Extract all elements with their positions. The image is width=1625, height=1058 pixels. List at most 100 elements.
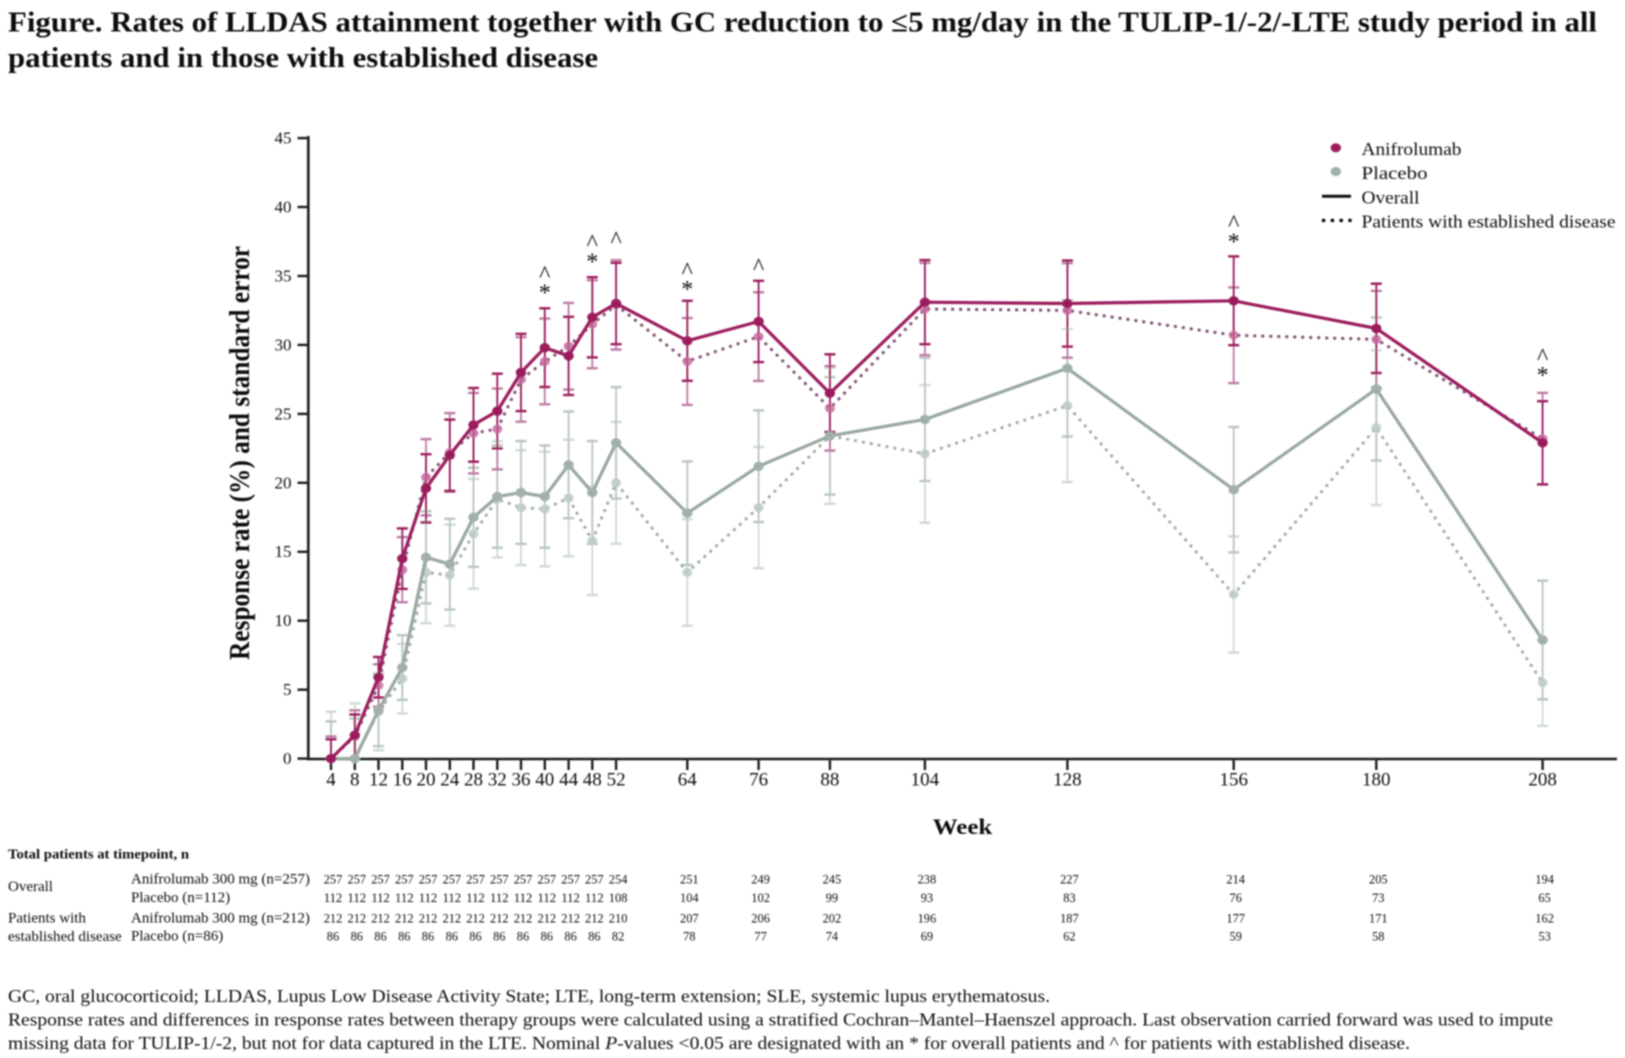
svg-text:104: 104: [680, 890, 699, 905]
svg-text:257: 257: [514, 872, 533, 887]
svg-text:30: 30: [275, 335, 292, 354]
svg-text:0: 0: [283, 749, 292, 768]
svg-text:Overall: Overall: [1362, 188, 1420, 208]
svg-text:99: 99: [826, 890, 838, 905]
svg-text:*: *: [1537, 363, 1549, 389]
svg-text:Anifrolumab: Anifrolumab: [1362, 139, 1462, 159]
svg-text:194: 194: [1535, 872, 1554, 887]
svg-text:4: 4: [326, 770, 336, 791]
svg-text:177: 177: [1226, 910, 1245, 925]
svg-text:212: 212: [561, 910, 580, 925]
svg-text:257: 257: [490, 872, 509, 887]
svg-text:59: 59: [1230, 929, 1242, 944]
svg-text:28: 28: [464, 770, 483, 791]
svg-text:65: 65: [1538, 890, 1550, 905]
svg-text:Response rates and differences: Response rates and differences in respon…: [8, 1009, 1553, 1029]
svg-text:86: 86: [327, 929, 340, 944]
svg-text:102: 102: [751, 890, 770, 905]
svg-text:93: 93: [921, 890, 933, 905]
svg-text:112: 112: [561, 890, 580, 905]
svg-text:Anifrolumab 300 mg (n=257): Anifrolumab 300 mg (n=257): [131, 872, 310, 888]
svg-text:206: 206: [751, 910, 770, 925]
svg-text:187: 187: [1060, 910, 1079, 925]
svg-text:112: 112: [371, 890, 390, 905]
svg-text:^: ^: [587, 231, 598, 257]
svg-text:212: 212: [419, 910, 438, 925]
svg-text:156: 156: [1219, 770, 1248, 791]
svg-text:212: 212: [371, 910, 390, 925]
svg-text:Placebo: Placebo: [1362, 163, 1428, 183]
svg-text:112: 112: [324, 890, 343, 905]
svg-text:20: 20: [417, 770, 436, 791]
svg-text:86: 86: [493, 929, 506, 944]
svg-text:202: 202: [823, 910, 842, 925]
svg-text:112: 112: [585, 890, 604, 905]
svg-text:86: 86: [422, 929, 435, 944]
svg-text:20: 20: [275, 473, 292, 492]
svg-text:*: *: [1228, 230, 1240, 256]
svg-text:58: 58: [1372, 929, 1384, 944]
svg-text:112: 112: [395, 890, 414, 905]
svg-text:112: 112: [490, 890, 509, 905]
svg-text:52: 52: [607, 770, 626, 791]
svg-text:GC, oral glucocorticoid; LLDAS: GC, oral glucocorticoid; LLDAS, Lupus Lo…: [8, 986, 1050, 1006]
svg-text:established disease: established disease: [8, 929, 122, 945]
svg-text:82: 82: [612, 929, 624, 944]
svg-text:Placebo (n=86): Placebo (n=86): [131, 929, 223, 945]
svg-text:78: 78: [683, 929, 695, 944]
svg-text:83: 83: [1063, 890, 1075, 905]
svg-text:86: 86: [541, 929, 554, 944]
svg-text:*: *: [539, 280, 551, 306]
svg-text:25: 25: [275, 404, 292, 423]
svg-text:212: 212: [514, 910, 533, 925]
svg-text:257: 257: [585, 872, 604, 887]
svg-text:214: 214: [1226, 872, 1245, 887]
svg-text:Anifrolumab 300 mg (n=212): Anifrolumab 300 mg (n=212): [131, 910, 310, 926]
svg-text:257: 257: [538, 872, 557, 887]
svg-text:212: 212: [538, 910, 557, 925]
svg-text:162: 162: [1535, 910, 1554, 925]
svg-text:212: 212: [490, 910, 509, 925]
svg-text:180: 180: [1362, 770, 1391, 791]
svg-text:^: ^: [539, 262, 550, 288]
svg-text:207: 207: [680, 910, 699, 925]
svg-text:40: 40: [535, 770, 554, 791]
svg-text:257: 257: [419, 872, 438, 887]
svg-text:5: 5: [283, 680, 292, 699]
svg-text:16: 16: [393, 770, 412, 791]
svg-text:32: 32: [488, 770, 507, 791]
svg-text:196: 196: [918, 910, 937, 925]
svg-text:40: 40: [275, 198, 292, 217]
svg-text:112: 112: [514, 890, 533, 905]
svg-text:257: 257: [348, 872, 367, 887]
svg-text:24: 24: [440, 770, 460, 791]
svg-text:74: 74: [826, 929, 839, 944]
svg-text:48: 48: [583, 770, 602, 791]
svg-text:208: 208: [1528, 770, 1557, 791]
svg-text:249: 249: [751, 872, 770, 887]
svg-text:254: 254: [609, 872, 628, 887]
svg-text:missing data for TULIP-1/-2, b: missing data for TULIP-1/-2, but not for…: [8, 1033, 1410, 1053]
svg-text:Patients with: Patients with: [8, 911, 86, 927]
svg-text:patients and in those with est: patients and in those with established d…: [8, 43, 598, 74]
svg-text:8: 8: [350, 770, 360, 791]
svg-text:35: 35: [275, 267, 292, 286]
svg-text:77: 77: [754, 929, 767, 944]
svg-text:227: 227: [1060, 872, 1079, 887]
svg-text:257: 257: [324, 872, 343, 887]
svg-text:86: 86: [446, 929, 459, 944]
svg-text:73: 73: [1372, 890, 1384, 905]
svg-text:128: 128: [1053, 770, 1082, 791]
svg-text:^: ^: [1537, 344, 1548, 370]
svg-text:104: 104: [911, 770, 940, 791]
svg-text:245: 245: [823, 872, 842, 887]
svg-text:76: 76: [749, 770, 768, 791]
svg-text:Placebo (n=112): Placebo (n=112): [131, 890, 230, 906]
svg-text:86: 86: [469, 929, 482, 944]
svg-text:*: *: [586, 249, 598, 275]
svg-text:Response rate (%) and standard: Response rate (%) and standard error: [225, 246, 256, 660]
svg-text:212: 212: [466, 910, 485, 925]
svg-text:*: *: [681, 277, 693, 303]
svg-text:12: 12: [369, 770, 388, 791]
svg-text:212: 212: [443, 910, 462, 925]
